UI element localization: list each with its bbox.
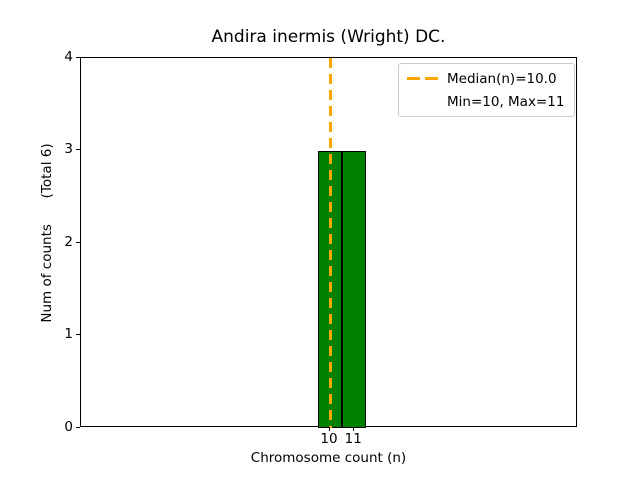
x-axis-label: Chromosome count (n): [250, 450, 407, 466]
y-tick-label: 0: [64, 418, 73, 435]
y-tick-label: 1: [64, 326, 73, 342]
plot-area: [80, 57, 577, 428]
y-tick: [76, 334, 80, 335]
legend-empty-sample: [407, 100, 438, 104]
legend-entry: Median(n)=10.0: [407, 67, 564, 90]
legend-dashed-line-sample: [407, 76, 438, 81]
y-tick: [76, 149, 80, 150]
y-tick: [76, 426, 80, 428]
x-tick-label: 10: [320, 431, 338, 447]
y-tick-label: 2: [64, 233, 73, 250]
bar-x11: [342, 150, 367, 428]
x-tick-label: 11: [344, 431, 362, 447]
y-tick: [76, 241, 80, 243]
chart-title: Andira inermis (Wright) DC.: [211, 27, 446, 47]
x-tick: [328, 427, 330, 431]
y-tick-label: 4: [64, 48, 73, 65]
y-axis-label: Num of counts (Total 6): [39, 143, 55, 323]
legend-entry: Min=10, Max=11: [407, 90, 564, 113]
median-line: [328, 58, 332, 428]
x-tick: [352, 427, 354, 431]
y-tick-label: 3: [64, 141, 73, 157]
legend: Median(n)=10.0 Min=10, Max=11: [398, 63, 576, 117]
legend-entry-label: Median(n)=10.0: [447, 70, 557, 87]
legend-entry-label: Min=10, Max=11: [447, 93, 565, 110]
y-tick: [76, 56, 80, 58]
